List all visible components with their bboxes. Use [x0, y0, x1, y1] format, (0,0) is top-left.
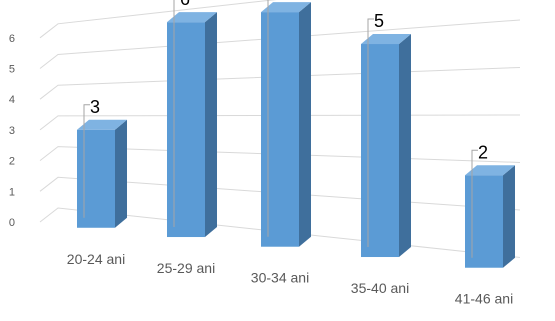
chart-bars: [77, 2, 515, 268]
data-label-leader-line: [367, 18, 374, 248]
data-labels: 36652: [83, 0, 488, 258]
y-tick-label: 4: [9, 94, 15, 106]
y-tick-label: 6: [9, 33, 15, 45]
x-axis-category-labels: 20-24 ani 25-29 ani 30-34 ani 35-40 ani 41-4…: [67, 251, 513, 307]
chart-gridlines: [39, 0, 521, 258]
x-category-label: 20-24 ani: [67, 251, 125, 267]
data-label-leader-line: [173, 0, 175, 228]
data-label-leader-line: [471, 149, 478, 258]
x-category-label: 35-40 ani: [351, 280, 409, 296]
bar: [361, 34, 411, 258]
y-tick-label: 2: [9, 156, 15, 168]
bar: [465, 165, 515, 268]
data-label: 3: [90, 97, 100, 117]
gridline: [39, 19, 521, 69]
x-category-label: 25-29 ani: [157, 260, 215, 276]
data-label: 5: [374, 11, 384, 31]
data-label-leader-line: [267, 0, 269, 237]
data-label: 6: [180, 0, 190, 9]
data-label-leader-line: [83, 104, 90, 218]
data-label: 2: [478, 142, 488, 162]
x-category-label: 41-46 ani: [455, 291, 513, 307]
y-tick-label: 0: [9, 217, 15, 229]
bar: [77, 119, 127, 228]
bar: [167, 12, 217, 238]
bar: [261, 2, 311, 247]
y-axis-ticks: 0 1 2 3 4 5 6: [9, 33, 15, 229]
y-tick-label: 1: [9, 186, 15, 198]
y-tick-label: 5: [9, 64, 15, 76]
gridline: [39, 0, 277, 39]
y-tick-label: 3: [9, 125, 15, 137]
x-category-label: 30-34 ani: [251, 270, 309, 286]
